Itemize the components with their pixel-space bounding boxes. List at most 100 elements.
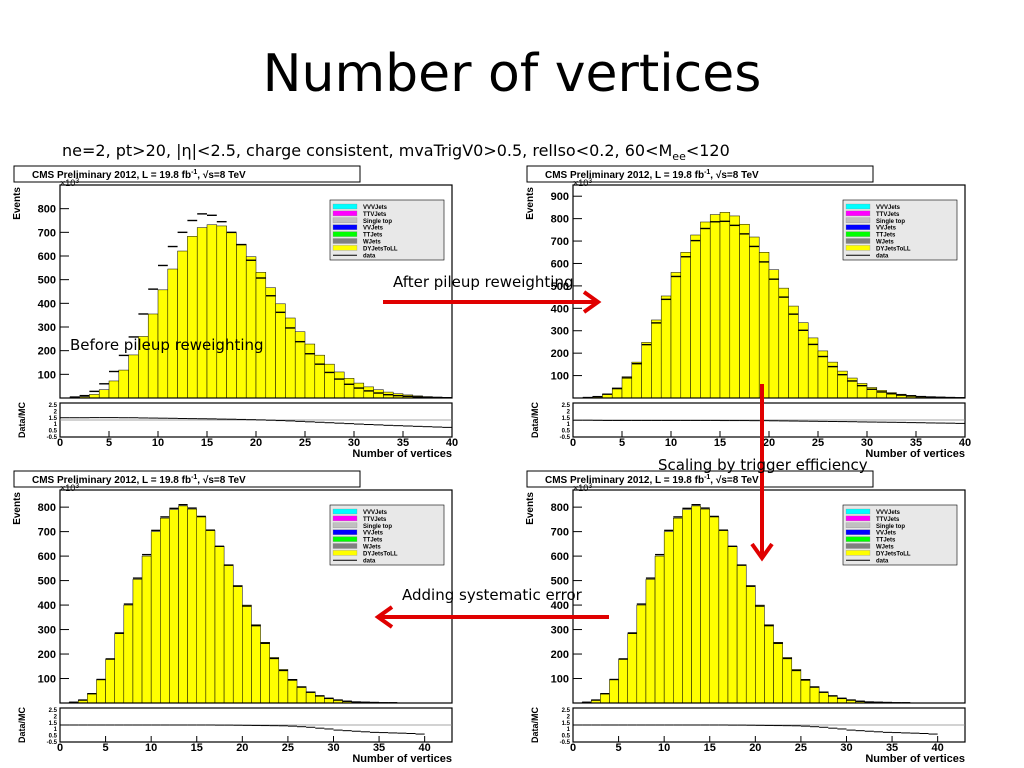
x-axis-label: Number of vertices — [352, 753, 452, 765]
mc-bar — [600, 693, 610, 704]
x-tick-label: 10 — [145, 742, 157, 754]
x-tick-label: 40 — [419, 742, 431, 754]
x-axis-label: Number of vertices — [352, 448, 452, 460]
mc-bar — [682, 509, 692, 704]
mc-bar — [315, 695, 325, 704]
ratio-tick-label: 0.5 — [562, 429, 571, 435]
x-tick-label: 25 — [282, 742, 294, 754]
mc-bar — [96, 679, 106, 704]
x-tick-label: 15 — [201, 437, 213, 449]
y-tick-label: 400 — [38, 600, 56, 612]
mc-bar — [798, 322, 809, 399]
chart-header-text: CMS Preliminary 2012, L = 19.8 fb-1, √s=… — [545, 474, 759, 486]
mc-bar — [167, 268, 178, 399]
mc-bar — [128, 354, 139, 399]
mc-bar — [363, 386, 374, 399]
legend-swatch — [845, 224, 871, 230]
legend-swatch — [845, 203, 871, 210]
mc-bar — [660, 295, 672, 399]
mc-bar — [621, 376, 633, 399]
y-tick-label: 900 — [551, 191, 569, 203]
legend-entry: TTJets — [363, 538, 383, 544]
mc-bar — [719, 212, 731, 399]
mc-bar — [87, 693, 97, 704]
slide-title: Number of vertices — [262, 44, 762, 104]
mc-bar — [160, 517, 170, 704]
legend-swatch — [332, 543, 358, 549]
y-tick-label: 200 — [38, 649, 56, 661]
mc-bar — [718, 530, 729, 704]
legend-swatch — [845, 231, 871, 237]
y-tick-label: 200 — [551, 348, 569, 360]
mc-bar — [729, 215, 740, 399]
chart-exponent: ×103 — [60, 178, 79, 188]
legend-swatch — [332, 529, 358, 535]
ratio-tick-label: 1 — [567, 422, 571, 428]
mc-bar — [245, 256, 257, 399]
legend-entry: TTJets — [363, 233, 383, 239]
x-tick-label: 40 — [446, 437, 458, 449]
mc-bar — [755, 604, 765, 704]
mc-bar — [269, 657, 280, 704]
mc-bar — [709, 214, 721, 399]
x-tick-label: 20 — [749, 742, 761, 754]
legend-swatch — [845, 522, 871, 528]
mc-bar — [768, 269, 780, 399]
chart-header-box — [13, 165, 361, 183]
arrow-systematic-head — [374, 605, 394, 629]
mc-bar — [216, 225, 227, 399]
ratio-tick-label: 2.5 — [562, 708, 571, 714]
mc-bar — [700, 508, 710, 704]
annotation-trigger-scaling: Scaling by trigger efficiency — [658, 456, 868, 474]
mc-bar — [108, 380, 120, 399]
ratio-tick-label: 2 — [54, 714, 58, 720]
legend-swatch — [845, 508, 871, 515]
y-tick-label: 400 — [551, 600, 569, 612]
ratio-axis-label: Data/MC — [530, 402, 540, 439]
legend-entry: Single top — [363, 219, 392, 225]
annotation-before-pileup: Before pileup reweighting — [70, 336, 264, 354]
y-tick-label: 300 — [551, 625, 569, 637]
mc-bar — [334, 371, 345, 399]
y-tick-label: 300 — [38, 322, 56, 334]
mc-bar — [236, 243, 247, 399]
legend-entry: WJets — [876, 240, 894, 246]
mc-bar — [275, 303, 286, 399]
legend-swatch — [332, 203, 358, 210]
x-tick-label: 0 — [570, 742, 576, 754]
legend-swatch — [845, 543, 871, 549]
y-tick-label: 700 — [38, 227, 56, 239]
mc-bar — [242, 604, 252, 704]
plot-frame — [572, 489, 966, 704]
mc-bar — [739, 223, 750, 399]
legend-entry: Single top — [876, 219, 905, 225]
mc-bar — [690, 234, 701, 399]
mc-bar — [818, 691, 829, 704]
y-tick-label: 700 — [551, 236, 569, 248]
mc-bar — [609, 679, 619, 704]
selection-cuts: ne=2, pt>20, |η|<2.5, charge consistent,… — [62, 141, 730, 163]
y-tick-label: 300 — [38, 625, 56, 637]
mc-bar — [205, 530, 216, 704]
ratio-tick-label: 2.5 — [562, 403, 571, 409]
chart-2: CMS Preliminary 2012, L = 19.8 fb-1, √s=… — [525, 165, 971, 460]
y-tick-label: 100 — [551, 371, 569, 383]
mc-bar — [251, 624, 261, 704]
mc-bar — [828, 695, 838, 704]
legend-entry: data — [876, 558, 889, 564]
legend-swatch — [332, 217, 358, 223]
mc-bar — [680, 252, 691, 399]
y-axis-label: Events — [12, 492, 23, 525]
mc-bar — [749, 236, 760, 399]
mc-bar — [641, 342, 652, 399]
y-tick-label: 100 — [551, 674, 569, 686]
legend-swatch — [332, 245, 358, 251]
y-axis-label: Events — [525, 187, 536, 220]
ratio-axis-label: Data/MC — [17, 707, 27, 744]
x-tick-label: 20 — [763, 437, 775, 449]
legend-swatch — [332, 238, 358, 244]
y-tick-label: 700 — [551, 527, 569, 539]
y-tick-label: 800 — [551, 214, 569, 226]
mc-bar — [169, 509, 179, 704]
y-tick-label: 200 — [38, 346, 56, 358]
